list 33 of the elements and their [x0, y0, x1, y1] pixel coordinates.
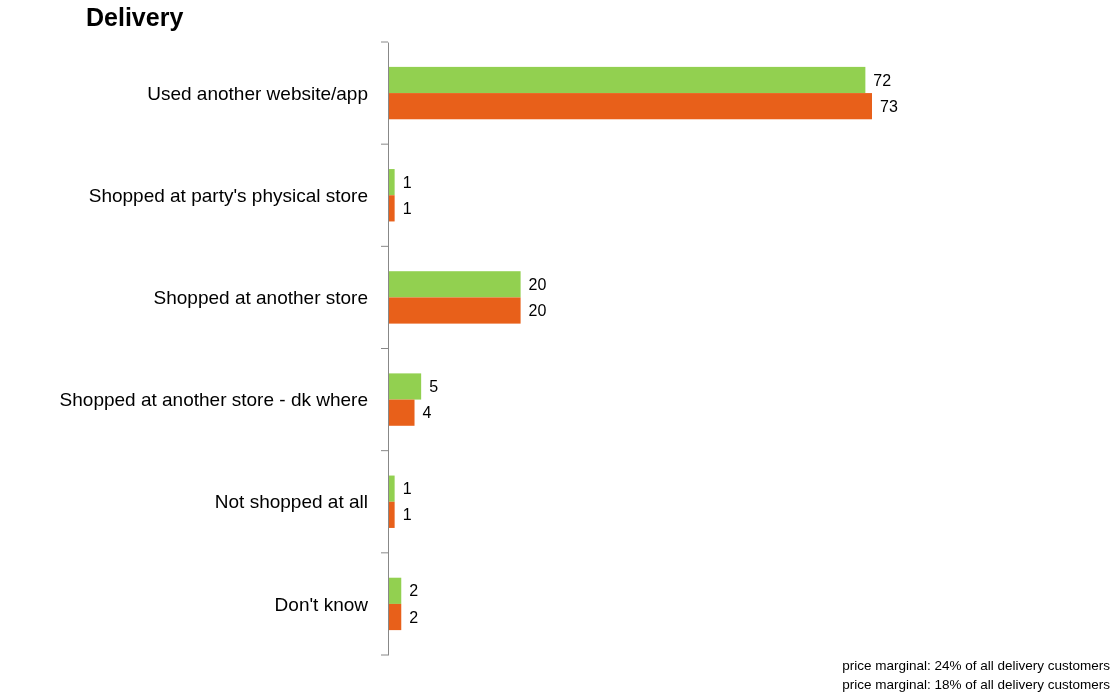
data-label: 4	[422, 404, 432, 422]
bar	[388, 577, 402, 604]
data-label: 20	[528, 302, 547, 320]
bar	[388, 399, 415, 426]
data-label: 2	[409, 582, 419, 600]
data-label: 1	[402, 480, 412, 498]
text: Delivery	[86, 3, 184, 31]
bar	[388, 373, 422, 400]
bar	[388, 66, 866, 94]
data-label: 20	[528, 275, 547, 293]
y-tick-label: Used another website/app	[147, 82, 368, 104]
text: price marginal: 24% of all delivery customers	[842, 658, 1111, 673]
data-label: 1	[402, 199, 412, 217]
data-label: 1	[402, 506, 412, 524]
data-label: 5	[429, 378, 439, 396]
y-tick-label: Shopped at another store	[153, 287, 368, 309]
bar	[388, 501, 395, 528]
bar	[388, 271, 521, 298]
data-label: 73	[880, 97, 898, 115]
bar	[388, 169, 395, 196]
bar	[388, 603, 402, 631]
y-tick-label: Don't know	[274, 593, 369, 615]
y-tick-label: Shopped at another store - dk where	[59, 389, 368, 411]
data-label: 1	[402, 173, 412, 191]
y-tick-label: Not shopped at all	[214, 491, 368, 513]
y-tick-label: Shopped at party's physical store	[88, 184, 368, 206]
bar	[388, 297, 521, 324]
data-label: 2	[409, 608, 419, 626]
bar	[388, 93, 872, 120]
text: price marginal: 18% of all delivery customers	[842, 677, 1111, 692]
data-label: 72	[873, 71, 892, 89]
bar	[388, 195, 395, 222]
bar	[388, 475, 395, 502]
